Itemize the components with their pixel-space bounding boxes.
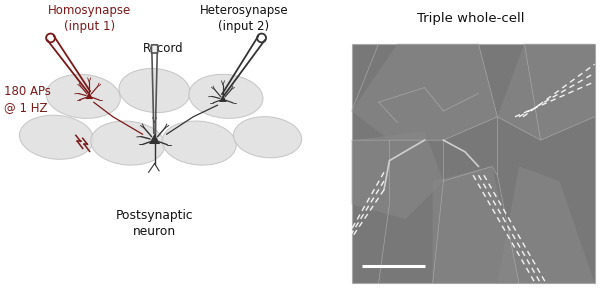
Polygon shape: [219, 95, 227, 102]
Polygon shape: [433, 166, 519, 283]
Text: Heterosynapse
(input 2): Heterosynapse (input 2): [199, 4, 288, 33]
Ellipse shape: [19, 115, 94, 159]
Polygon shape: [497, 44, 595, 140]
Ellipse shape: [189, 74, 263, 119]
FancyBboxPatch shape: [151, 45, 158, 53]
Text: Record: Record: [143, 42, 184, 55]
Ellipse shape: [91, 121, 165, 165]
Bar: [352, 44, 595, 283]
Polygon shape: [85, 92, 93, 99]
Text: Postsynaptic
neuron: Postsynaptic neuron: [116, 209, 193, 238]
Polygon shape: [497, 166, 595, 283]
Polygon shape: [352, 131, 443, 219]
Polygon shape: [352, 44, 497, 140]
Ellipse shape: [46, 74, 121, 119]
Text: 180 APs
@ 1 HZ: 180 APs @ 1 HZ: [4, 85, 52, 114]
Ellipse shape: [233, 117, 302, 158]
Polygon shape: [149, 134, 160, 144]
Text: Homosynapse
(input 1): Homosynapse (input 1): [47, 4, 131, 33]
Ellipse shape: [119, 69, 190, 112]
Ellipse shape: [162, 121, 236, 165]
Text: Triple whole-cell: Triple whole-cell: [416, 12, 524, 25]
